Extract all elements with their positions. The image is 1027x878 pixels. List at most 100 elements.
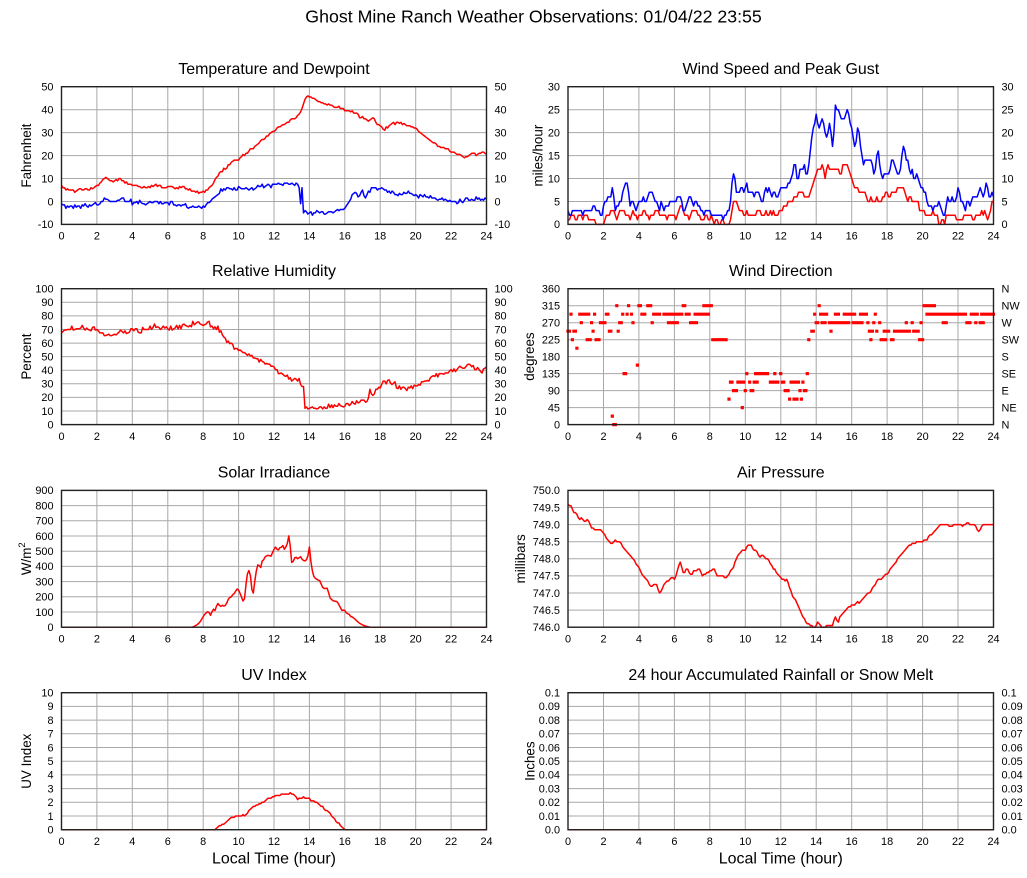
svg-text:12: 12: [775, 633, 787, 645]
svg-text:10: 10: [41, 173, 53, 185]
svg-text:14: 14: [303, 633, 315, 645]
svg-text:22: 22: [952, 836, 964, 848]
svg-text:0.09: 0.09: [539, 701, 560, 713]
svg-text:0.06: 0.06: [539, 742, 560, 754]
svg-text:0: 0: [554, 419, 560, 431]
svg-text:25: 25: [1002, 105, 1014, 117]
svg-text:UV Index: UV Index: [19, 733, 34, 788]
svg-text:24: 24: [987, 633, 999, 645]
svg-text:14: 14: [810, 836, 822, 848]
svg-text:20: 20: [917, 633, 929, 645]
svg-text:50: 50: [41, 351, 53, 363]
svg-text:24: 24: [987, 231, 999, 243]
svg-text:0.08: 0.08: [539, 715, 560, 727]
svg-text:30: 30: [495, 379, 507, 391]
svg-text:20: 20: [410, 836, 422, 848]
svg-text:0: 0: [565, 431, 571, 443]
svg-text:0: 0: [58, 431, 64, 443]
svg-text:8: 8: [707, 231, 713, 243]
svg-text:2: 2: [47, 797, 53, 809]
svg-text:12: 12: [268, 431, 280, 443]
svg-text:900: 900: [35, 485, 53, 497]
svg-text:4: 4: [129, 231, 135, 243]
svg-text:18: 18: [374, 633, 386, 645]
svg-text:18: 18: [374, 431, 386, 443]
svg-text:30: 30: [548, 82, 560, 94]
svg-text:10: 10: [233, 431, 245, 443]
svg-text:10: 10: [495, 173, 507, 185]
svg-text:90: 90: [41, 297, 53, 309]
svg-text:20: 20: [1002, 127, 1014, 139]
svg-text:2: 2: [600, 633, 606, 645]
svg-text:90: 90: [495, 297, 507, 309]
svg-text:20: 20: [495, 392, 507, 404]
svg-text:12: 12: [268, 231, 280, 243]
svg-text:0.03: 0.03: [1002, 783, 1023, 795]
svg-text:4: 4: [129, 836, 135, 848]
svg-text:749.5: 749.5: [533, 502, 560, 514]
svg-text:22: 22: [952, 231, 964, 243]
svg-text:10: 10: [739, 633, 751, 645]
svg-text:0.0: 0.0: [1002, 825, 1017, 837]
svg-text:0.04: 0.04: [1002, 770, 1023, 782]
svg-text:10: 10: [41, 688, 53, 700]
svg-text:20: 20: [410, 633, 422, 645]
svg-text:2: 2: [94, 633, 100, 645]
svg-text:20: 20: [548, 127, 560, 139]
svg-text:0.0: 0.0: [545, 825, 560, 837]
svg-text:Wind Speed and Peak Gust: Wind Speed and Peak Gust: [682, 61, 879, 78]
svg-text:100: 100: [35, 284, 53, 296]
svg-text:600: 600: [35, 531, 53, 543]
svg-text:Air Pressure: Air Pressure: [737, 465, 825, 482]
svg-text:16: 16: [339, 633, 351, 645]
svg-text:0.08: 0.08: [1002, 715, 1023, 727]
svg-text:40: 40: [495, 365, 507, 377]
svg-text:315: 315: [542, 301, 560, 313]
svg-text:135: 135: [542, 368, 560, 380]
svg-text:W: W: [1002, 318, 1013, 330]
svg-text:20: 20: [917, 431, 929, 443]
svg-text:12: 12: [775, 836, 787, 848]
svg-text:6: 6: [47, 742, 53, 754]
svg-text:15: 15: [1002, 150, 1014, 162]
svg-text:6: 6: [165, 431, 171, 443]
svg-text:16: 16: [339, 431, 351, 443]
svg-text:800: 800: [35, 500, 53, 512]
svg-text:30: 30: [1002, 82, 1014, 94]
svg-text:10: 10: [233, 231, 245, 243]
svg-text:4: 4: [636, 231, 642, 243]
svg-text:0.05: 0.05: [539, 756, 560, 768]
svg-text:746.5: 746.5: [533, 605, 560, 617]
svg-text:12: 12: [775, 431, 787, 443]
svg-text:749.0: 749.0: [533, 519, 560, 531]
svg-text:4: 4: [47, 770, 53, 782]
svg-text:S: S: [1002, 351, 1009, 363]
svg-text:0.02: 0.02: [1002, 797, 1023, 809]
svg-text:20: 20: [917, 231, 929, 243]
svg-text:0.05: 0.05: [1002, 756, 1023, 768]
svg-text:12: 12: [268, 633, 280, 645]
svg-text:8: 8: [200, 431, 206, 443]
svg-text:0.02: 0.02: [539, 797, 560, 809]
svg-text:-10: -10: [38, 219, 54, 231]
svg-text:0.01: 0.01: [1002, 811, 1023, 823]
svg-text:Wind Direction: Wind Direction: [729, 263, 833, 280]
svg-text:N: N: [1002, 419, 1010, 431]
svg-text:18: 18: [881, 231, 893, 243]
svg-text:NE: NE: [1002, 402, 1017, 414]
svg-text:18: 18: [881, 431, 893, 443]
svg-text:45: 45: [548, 402, 560, 414]
svg-text:6: 6: [671, 836, 677, 848]
svg-text:14: 14: [810, 633, 822, 645]
svg-text:14: 14: [810, 231, 822, 243]
svg-text:746.0: 746.0: [533, 622, 560, 634]
svg-text:8: 8: [200, 633, 206, 645]
svg-text:16: 16: [846, 836, 858, 848]
svg-text:2: 2: [600, 431, 606, 443]
svg-text:30: 30: [41, 127, 53, 139]
svg-text:5: 5: [47, 756, 53, 768]
svg-text:Ghost Mine Ranch Weather Obser: Ghost Mine Ranch Weather Observations: 0…: [305, 7, 762, 27]
svg-text:100: 100: [35, 607, 53, 619]
svg-text:24: 24: [480, 431, 492, 443]
svg-text:40: 40: [41, 365, 53, 377]
